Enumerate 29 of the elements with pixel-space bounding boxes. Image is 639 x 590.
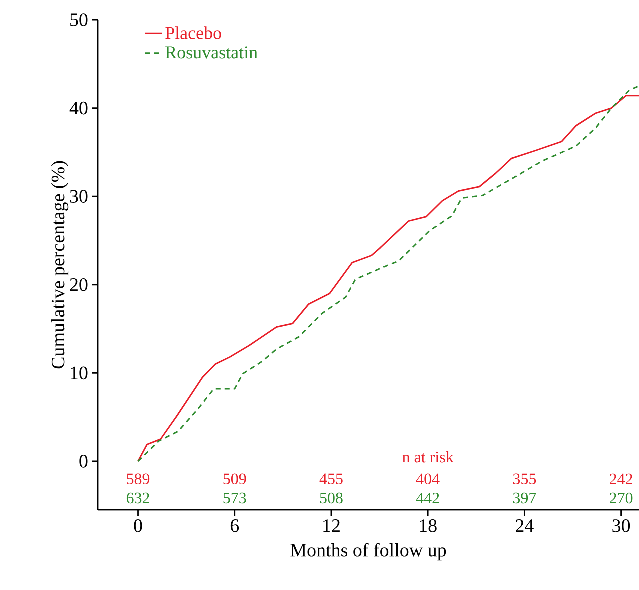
- annotation: 442: [416, 492, 440, 504]
- y-tick-label: 10: [71, 366, 88, 380]
- annotation: 508: [320, 492, 343, 504]
- annotation: 404: [416, 474, 440, 485]
- y-tick-label: 20: [70, 278, 88, 292]
- annotation: 455: [320, 474, 343, 484]
- annotation: 270: [610, 492, 633, 504]
- x-tick-label: 18: [420, 520, 437, 532]
- y-axis-title: Cumulative percentage (%): [51, 161, 69, 369]
- annotation: 589: [127, 474, 150, 485]
- x-tick-label: 12: [324, 520, 340, 532]
- annotation: 242: [610, 474, 632, 484]
- x-tick-label: 6: [230, 520, 240, 532]
- legend-label: Rosuvastatin: [166, 46, 258, 59]
- x-tick-label: 0: [134, 520, 142, 532]
- annotation: n at risk: [402, 451, 454, 463]
- annotation: 397: [513, 492, 536, 504]
- annotation: 355: [513, 474, 536, 485]
- x-tick-label: 30: [612, 520, 630, 532]
- y-tick-label: 40: [70, 102, 88, 115]
- y-tick-label: 50: [70, 14, 88, 26]
- annotation: 573: [224, 492, 246, 504]
- x-axis-title: Months of follow up: [290, 543, 446, 561]
- y-tick-label: 30: [70, 190, 88, 203]
- x-tick-label: 24: [516, 520, 534, 532]
- legend-label: Placebo: [166, 26, 222, 40]
- y-tick-label: 0: [80, 455, 88, 468]
- annotation: 509: [224, 474, 246, 485]
- annotation: 632: [126, 492, 150, 504]
